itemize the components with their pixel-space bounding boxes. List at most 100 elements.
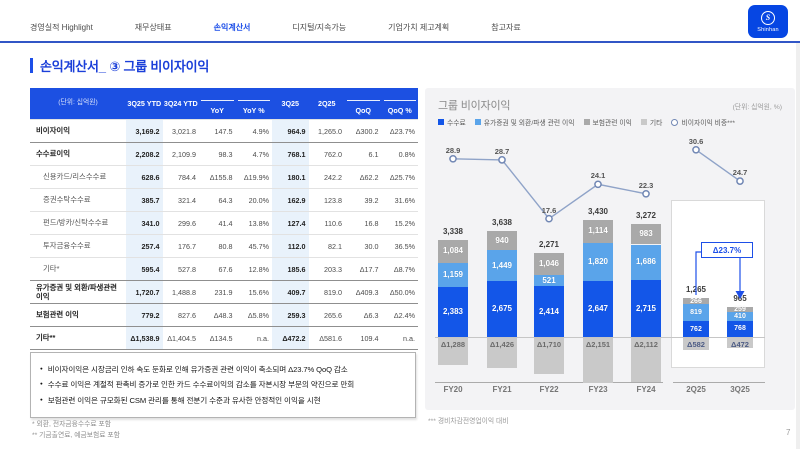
table-footnotes: * 외환, 전자금융수수료 포함 ** 기금출연료, 예금보험료 포함 <box>32 420 120 441</box>
top-nav: 경영실적 Highlight 재무상태표 손익계산서 디지털/지속가능 기업가치 제고계… <box>0 0 800 41</box>
cell-value: Δ134.5 <box>199 326 236 350</box>
legend-label: 비이자이익 비중*** <box>681 120 736 127</box>
cell-value: 341.0 <box>126 211 163 235</box>
line-value-label: 24.7 <box>732 168 748 178</box>
chart-title: 그룹 비이자이익 <box>438 100 511 112</box>
nav-tab-4[interactable]: 디지털/지속가능 <box>292 23 347 32</box>
cell-value: n.a. <box>381 326 418 350</box>
cell-value: 30.0 <box>345 234 382 258</box>
col-qoq: QoQ <box>345 88 382 120</box>
bar-negative-segment <box>487 338 517 368</box>
bar-segment-label: 2,414 <box>538 306 560 316</box>
bar-segment: 762 <box>683 321 709 337</box>
bar-total-label: 3,338 <box>442 226 464 236</box>
nav-tab-5[interactable]: 기업가치 제고계획 <box>388 23 450 32</box>
bar-segment-label: 410 <box>734 313 746 321</box>
cell-value: Δ48.3 <box>199 303 236 327</box>
bar-total-label: 3,638 <box>491 217 513 227</box>
page-title: 손익계산서_ ③ 그룹 비이자이익 <box>40 59 210 74</box>
bar-segment: 259 <box>727 306 753 313</box>
line-value-label: 24.1 <box>590 171 606 181</box>
cell-value: 12.8% <box>235 257 272 281</box>
chart-panel: 그룹 비이자이익 (단위: 십억원, %) 수수료 유가증권 및 외환/파생 관련… <box>425 88 795 410</box>
cell-value: 3,169.2 <box>126 119 163 143</box>
cell-value: 110.6 <box>308 211 345 235</box>
line-value-label: 28.7 <box>494 146 510 156</box>
cell-value: 242.2 <box>308 165 345 189</box>
bar-segment-label: 1,114 <box>588 226 608 236</box>
category-label: 3Q25 <box>730 385 750 394</box>
row-label: 증권수탁수수료 <box>30 188 126 212</box>
chart-header: 그룹 비이자이익 (단위: 십억원, %) <box>425 88 795 113</box>
cell-value: 123.8 <box>308 188 345 212</box>
nav-tab-3[interactable]: 손익계산서 <box>213 23 251 32</box>
cell-value: 82.1 <box>308 234 345 258</box>
bar-negative-label: Δ1,710 <box>536 340 562 349</box>
bar-segment-label: 2,675 <box>491 303 513 313</box>
cell-value: Δ50.0% <box>381 280 418 304</box>
cell-value: 6.1 <box>345 142 382 166</box>
cell-value: 20.0% <box>235 188 272 212</box>
bar-negative-segment <box>727 338 753 348</box>
row-label: 유가증권 및 외환/파생관련 이익 <box>30 280 126 304</box>
category-label: FY20 <box>443 385 463 394</box>
cell-value: 203.3 <box>308 257 345 281</box>
cell-value: 41.4 <box>199 211 236 235</box>
cell-value: Δ1,404.5 <box>162 326 199 350</box>
bar-segment-label: 983 <box>639 229 653 239</box>
bar-segment: 410 <box>727 312 753 321</box>
page-number: 7 <box>786 428 791 437</box>
income-table: (단위: 십억원) 3Q25 YTD 3Q24 YTD YoY YoY % 3Q… <box>30 88 418 350</box>
cell-value: 3,021.8 <box>162 119 199 143</box>
legend-swatch-icon <box>640 119 647 125</box>
legend-swatch-icon <box>583 119 590 125</box>
cell-value: Δ2.4% <box>381 303 418 327</box>
bar-negative-segment <box>438 338 468 365</box>
table-row: 투자금융수수료 257.4 176.7 80.8 45.7% 112.0 82.1 30.0 3… <box>30 234 418 258</box>
bar-segment: 521 <box>534 275 564 287</box>
bullet-item: 보험관련 이익은 규모화된 CSM 관리를 통해 전분기 수준과 유사한 안정적… <box>40 395 406 406</box>
cell-value: 109.4 <box>345 326 382 350</box>
table-row: 기타** Δ1,538.9 Δ1,404.5 Δ134.5 n.a. Δ472.2 Δ581… <box>30 326 418 350</box>
cell-value: n.a. <box>235 326 272 350</box>
table-row: 보험관련 이익 779.2 827.6 Δ48.3 Δ5.8% 259.3 265.6 Δ6.… <box>30 303 418 327</box>
legend-label: 수수료 <box>447 120 466 127</box>
category-label: FY24 <box>636 385 656 394</box>
table-row: 신용카드/리스수수료 628.6 784.4 Δ155.8 Δ19.9% 180.1 242… <box>30 165 418 189</box>
nav-tab-2[interactable]: 재무상태표 <box>134 23 172 32</box>
legend-swatch-icon <box>474 119 481 125</box>
row-label: 투자금융수수료 <box>30 234 126 258</box>
nav-tab-6[interactable]: 참고자료 <box>491 23 521 32</box>
bar-segment: 1,114 <box>583 219 613 244</box>
cell-value: 231.9 <box>199 280 236 304</box>
cell-value: Δ300.2 <box>345 119 382 143</box>
row-label: 신용카드/리스수수료 <box>30 165 126 189</box>
bar-segment-label: 1,449 <box>491 260 513 270</box>
legend-label: 기타 <box>649 120 663 127</box>
legend-line-marker-icon <box>671 118 679 126</box>
line-value-label: 28.9 <box>445 145 461 155</box>
cell-value: 185.6 <box>272 257 309 281</box>
cell-value: 385.7 <box>126 188 163 212</box>
cell-value: 1,488.8 <box>162 280 199 304</box>
cell-value: 31.6% <box>381 188 418 212</box>
cell-value: 1,720.7 <box>126 280 163 304</box>
bar-negative-segment <box>534 338 564 374</box>
cell-value: 180.1 <box>272 165 309 189</box>
legend-item: 비이자이익 비중*** <box>671 117 735 127</box>
cell-value: Δ409.3 <box>345 280 382 304</box>
cell-value: 259.3 <box>272 303 309 327</box>
footnote-line: ** 기금출연료, 예금보험료 포함 <box>32 431 120 439</box>
cell-value: 80.8 <box>199 234 236 258</box>
row-label: 보험관련 이익 <box>30 303 126 327</box>
cell-value: 15.2% <box>381 211 418 235</box>
bar-segment: 2,715 <box>631 280 661 337</box>
legend-swatch-icon <box>438 119 444 125</box>
bar-segment-label: 1,084 <box>442 246 464 256</box>
cell-value: Δ25.7% <box>381 165 418 189</box>
bar-total-label: 2,271 <box>538 240 560 250</box>
cell-value: 16.8 <box>345 211 382 235</box>
cell-value: 67.6 <box>199 257 236 281</box>
nav-tab-1[interactable]: 경영실적 Highlight <box>30 23 93 32</box>
shinhan-logo-brand: Shinhan <box>757 26 779 33</box>
